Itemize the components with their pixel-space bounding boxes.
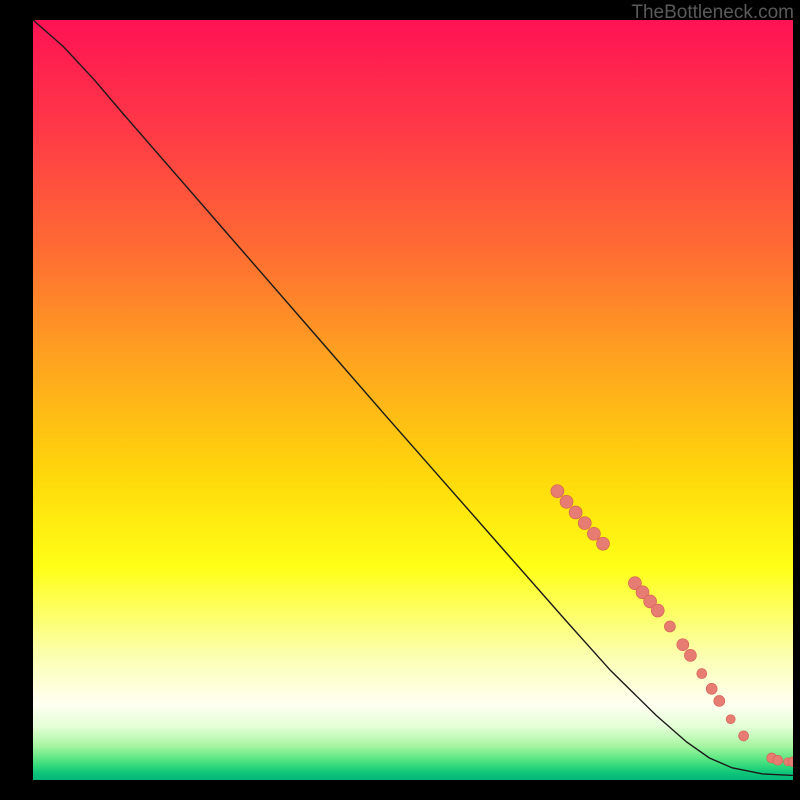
- data-marker: [773, 755, 783, 765]
- data-marker: [677, 639, 689, 651]
- data-marker: [726, 715, 735, 724]
- data-marker: [714, 695, 725, 706]
- data-marker: [587, 527, 600, 540]
- bottleneck-curve: [33, 20, 793, 775]
- data-marker: [597, 537, 610, 550]
- data-marker: [569, 506, 582, 519]
- data-marker: [578, 517, 591, 530]
- data-marker: [560, 495, 573, 508]
- chart-overlay: [33, 20, 793, 780]
- data-marker: [697, 669, 707, 679]
- plot-area: [33, 20, 793, 780]
- data-marker: [551, 485, 564, 498]
- data-marker: [684, 649, 696, 661]
- data-marker: [706, 683, 717, 694]
- data-marker: [651, 604, 664, 617]
- chart-container: { "watermark": "TheBottleneck.com", "cha…: [0, 0, 800, 800]
- watermark-text: TheBottleneck.com: [631, 2, 794, 24]
- data-markers: [551, 485, 793, 767]
- data-marker: [664, 621, 675, 632]
- data-marker: [739, 731, 749, 741]
